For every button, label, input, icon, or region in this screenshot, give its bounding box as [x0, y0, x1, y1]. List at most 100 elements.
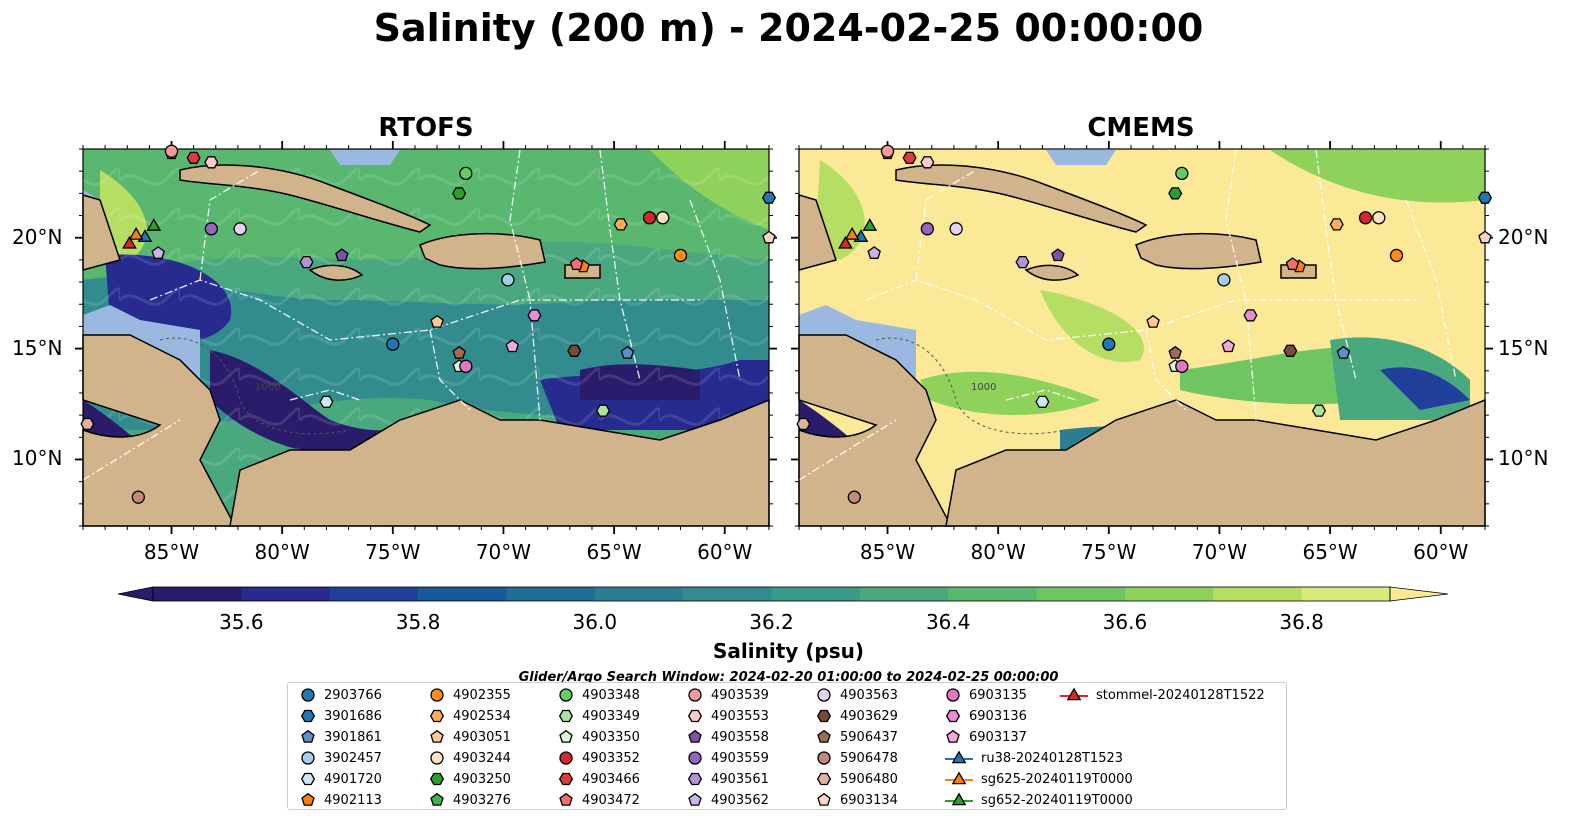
x-tick-label: 60°W — [1413, 540, 1469, 564]
float-marker-4902534 — [1329, 218, 1344, 231]
legend-label: 5906478 — [840, 750, 898, 766]
legend-marker — [688, 729, 702, 743]
legend-label: 4903629 — [840, 708, 898, 724]
colorbar-segment — [1213, 587, 1303, 601]
legend-label: 6903135 — [969, 687, 1027, 703]
legend-marker — [558, 772, 574, 786]
legend-marker — [559, 792, 573, 806]
legend-label: sg625-20240119T0000 — [981, 771, 1133, 787]
legend-label: 4903559 — [711, 750, 769, 766]
legend-label: 4903352 — [582, 750, 640, 766]
y-tick-label-left: 15°N — [12, 335, 63, 360]
legend-item: 3901686 — [298, 707, 382, 725]
float-marker-3901686 — [761, 191, 777, 204]
legend-item: 4903250 — [427, 770, 511, 788]
legend-marker — [301, 792, 315, 806]
legend-marker — [817, 729, 831, 743]
colorbar-segment — [241, 587, 331, 601]
legend-marker — [429, 772, 445, 786]
legend-item: 2903766 — [298, 686, 382, 704]
float-marker-4901720 — [1035, 395, 1050, 408]
x-tick-label: 75°W — [365, 540, 421, 564]
map-panel-cmems: 1000 — [798, 148, 1486, 527]
float-marker-6903136 — [527, 309, 542, 322]
legend-label: 4903348 — [582, 687, 640, 703]
float-marker-4903563 — [233, 222, 247, 236]
legend-label: 6903134 — [840, 792, 898, 808]
maps-layer: 1000 — [75, 141, 1493, 534]
legend-item: 4903553 — [685, 707, 769, 725]
legend-item: 4903244 — [427, 749, 511, 767]
legend-label: 4902534 — [453, 708, 511, 724]
colorbar-segment — [683, 587, 772, 601]
legend-marker — [688, 792, 702, 806]
float-marker-2903766 — [386, 337, 400, 351]
legend-marker — [946, 729, 960, 743]
float-marker-sg625-20240119T0000 — [128, 226, 144, 240]
float-marker-6903137 — [505, 339, 520, 353]
legend-marker — [951, 792, 967, 806]
colorbar-segment — [859, 587, 949, 601]
legend-item: 5906478 — [814, 749, 898, 767]
float-marker-4903349 — [1311, 404, 1327, 417]
colorbar-label: Salinity (psu) — [712, 639, 864, 663]
float-marker-3902457 — [1217, 273, 1231, 287]
legend-label: 4903472 — [582, 792, 640, 808]
legend-label: 6903136 — [969, 708, 1027, 724]
legend-marker — [817, 751, 831, 765]
float-marker-6903137 — [1221, 339, 1236, 353]
legend-marker — [816, 709, 832, 723]
float-marker-4903558 — [1051, 248, 1065, 262]
colorbar-under — [117, 586, 154, 602]
legend-label: 4903250 — [453, 771, 511, 787]
legend-marker — [951, 750, 967, 764]
legend-label: 4903558 — [711, 729, 769, 745]
legend-item: 3901861 — [298, 728, 382, 746]
float-marker-sg625-20240119T0000 — [844, 226, 860, 240]
float-marker-4903472 — [569, 257, 584, 271]
legend-marker — [430, 751, 444, 765]
y-tick-label-right: 20°N — [1498, 224, 1549, 249]
float-marker-4903051 — [1146, 314, 1160, 328]
legend-marker — [301, 688, 315, 702]
colorbar-tick-label: 36.6 — [1102, 610, 1148, 634]
legend-marker — [951, 771, 967, 785]
float-marker-4903352 — [1358, 211, 1373, 225]
legend-item: 4903558 — [685, 728, 769, 746]
float-marker-4903244 — [1372, 211, 1386, 225]
y-tick-label-right: 15°N — [1498, 335, 1549, 360]
float-marker-3901861 — [620, 345, 635, 359]
colorbar — [117, 586, 1449, 602]
legend-marker — [559, 688, 573, 702]
legend-label: 3902457 — [324, 750, 382, 766]
float-marker-4903563 — [949, 222, 963, 236]
legend-marker — [430, 792, 444, 806]
contour-label: 1000 — [971, 382, 996, 393]
legend-item: 4903276 — [427, 791, 511, 809]
legend-marker — [429, 709, 445, 723]
contour-label: 1000 — [255, 382, 280, 393]
colorbar-segment — [594, 587, 684, 601]
float-marker-4903352 — [642, 211, 657, 225]
x-tick-label: 70°W — [475, 540, 532, 564]
x-tick-label: 65°W — [1302, 540, 1358, 564]
legend-marker — [946, 688, 960, 702]
x-tick-label: 80°W — [970, 540, 1026, 564]
legend-item: 6903136 — [943, 707, 1027, 725]
x-tick-label: 75°W — [1081, 540, 1137, 564]
float-marker-5906437 — [1168, 345, 1182, 359]
legend-marker — [1066, 687, 1082, 701]
float-marker-5906478 — [131, 490, 145, 504]
float-marker-4903250 — [1168, 187, 1183, 200]
float-marker-4903349 — [595, 404, 611, 417]
legend-item: 4903348 — [556, 686, 640, 704]
legend-item: 4903559 — [685, 749, 769, 767]
legend-marker — [301, 751, 315, 765]
float-marker-3902457 — [501, 273, 515, 287]
x-tick-label: 85°W — [143, 540, 200, 564]
legend-marker — [430, 729, 444, 743]
legend-label: stommel-20240128T1522 — [1096, 687, 1265, 703]
float-marker-stommel-20240128T1522 — [122, 235, 137, 249]
float-marker-4903348 — [1175, 166, 1189, 181]
colorbar-tick-label: 35.6 — [219, 610, 264, 634]
